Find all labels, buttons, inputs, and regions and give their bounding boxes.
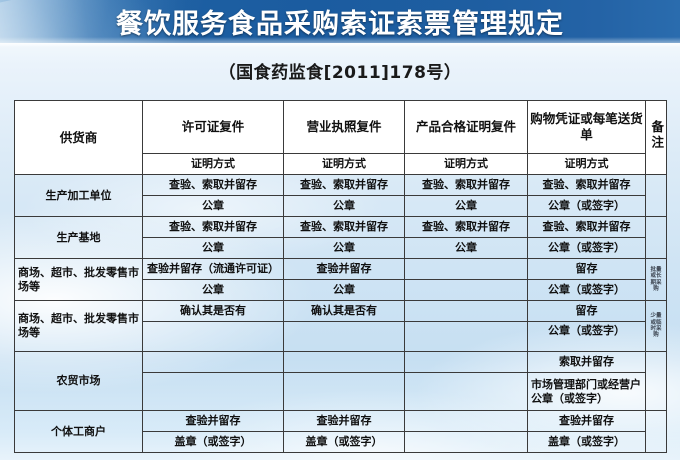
cell-product-cert (404, 300, 528, 322)
cell-business-license (283, 351, 405, 373)
title-banner: 餐饮服务食品采购索证索票管理规定 (0, 0, 680, 43)
cell-remark: 批量 或长 期采购 (645, 258, 667, 301)
subheader-proof-method-4: 证明方式 (527, 153, 646, 175)
cell-license: 确认其是否有 (142, 300, 284, 322)
cell-business-license: 查验、索取并留存 (283, 174, 405, 196)
cell-supplier: 商场、超市、批发零售市场等 (14, 258, 143, 301)
cell-product-cert-seal (404, 279, 528, 301)
table-row: 农贸市场 索取并留存 (14, 351, 667, 411)
cell-business-license-seal (283, 372, 405, 411)
cell-product-cert-seal (404, 372, 528, 411)
cell-voucher: 查验、索取并留存 (527, 216, 646, 238)
table-row: 公章（或签字） (15, 321, 667, 352)
cell-voucher-seal: 公章（或签字） (527, 195, 646, 217)
cell-remark (645, 216, 667, 259)
cell-product-cert (404, 258, 528, 280)
cell-license: 查验并留存（流通许可证） (142, 258, 284, 280)
cell-business-license-seal: 公章 (283, 279, 405, 301)
cell-business-license: 确认其是否有 (283, 300, 405, 322)
table-row: 市场管理部门或经营户公章（或签字） (15, 372, 667, 411)
cell-license-seal: 公章 (142, 195, 284, 217)
banner-sheen (0, 43, 680, 47)
cell-voucher: 索取并留存 (527, 351, 646, 373)
col-header-license-copy: 许可证复件 (142, 100, 284, 154)
cell-supplier: 农贸市场 (14, 351, 143, 411)
cell-product-cert-seal: 公章 (404, 195, 528, 217)
col-header-supplier: 供货商 (14, 100, 143, 175)
cell-license (142, 351, 284, 373)
table-row: 盖章（或签字） 盖章（或签字） 盖章（或签字） (15, 431, 667, 453)
cell-license: 查验并留存 (142, 410, 284, 432)
cell-voucher: 留存 (527, 300, 646, 322)
cell-supplier: 生产加工单位 (14, 174, 143, 217)
cell-voucher: 留存 (527, 258, 646, 280)
cell-remark: 少量 或临 时采购 (645, 300, 667, 352)
subheader-proof-method-1: 证明方式 (142, 153, 284, 175)
cell-business-license: 查验并留存 (283, 410, 405, 432)
document-number: （国食药监食[2011]178号） (218, 63, 462, 83)
cell-license-seal: 公章 (142, 279, 284, 301)
table-row: 生产基地 查验、索取并留存 查验、索取并留存 查验、索取并留存 查验、索取并留存 (14, 216, 667, 259)
cell-business-license: 查验、索取并留存 (283, 216, 405, 238)
cell-product-cert: 查验、索取并留存 (404, 174, 528, 196)
cell-remark (645, 174, 667, 217)
cell-voucher: 查验并留存 (527, 410, 646, 432)
table-row: 商场、超市、批发零售市场等 查验并留存（流通许可证） 查验并留存 留存 批量 或长… (14, 258, 667, 301)
cell-business-license: 查验并留存 (283, 258, 405, 280)
table-row: 商场、超市、批发零售市场等 确认其是否有 确认其是否有 留存 少量 或临 时采购 (14, 300, 667, 352)
cell-business-license-seal: 公章 (283, 195, 405, 217)
cell-voucher-seal: 盖章（或签字） (527, 431, 646, 453)
col-header-remarks: 备注 (645, 100, 667, 175)
table-row: 生产加工单位 查验、索取并留存 查验、索取并留存 查验、索取并留存 查验、索取并… (14, 174, 667, 217)
cell-product-cert-seal (404, 321, 528, 352)
cell-license-seal (142, 372, 284, 411)
cell-license-seal: 盖章（或签字） (142, 431, 284, 453)
cell-supplier: 个体工商户 (14, 410, 143, 453)
cell-business-license-seal (283, 321, 405, 352)
col-header-product-cert-copy: 产品合格证明复件 (404, 100, 528, 154)
cell-supplier: 生产基地 (14, 216, 143, 259)
cell-license: 查验、索取并留存 (142, 174, 284, 196)
subheader-proof-method-3: 证明方式 (404, 153, 528, 175)
cell-product-cert (404, 410, 528, 432)
cell-product-cert: 查验、索取并留存 (404, 216, 528, 238)
cell-license-seal: 公章 (142, 237, 284, 259)
table-row: 个体工商户 查验并留存 查验并留存 查验并留存 (14, 410, 667, 453)
cell-remark (645, 351, 667, 411)
subheader-proof-method-2: 证明方式 (283, 153, 405, 175)
cell-voucher-seal: 公章（或签字） (527, 237, 646, 259)
cell-product-cert-seal: 公章 (404, 237, 528, 259)
page-title: 餐饮服务食品采购索证索票管理规定 (116, 9, 564, 40)
cell-voucher-seal: 市场管理部门或经营户公章（或签字） (527, 372, 646, 411)
cell-license: 查验、索取并留存 (142, 216, 284, 238)
cell-voucher-seal: 公章（或签字） (527, 321, 646, 352)
col-header-remarks-label: 备注 (649, 120, 665, 152)
cell-business-license-seal: 公章 (283, 237, 405, 259)
cell-voucher-seal: 公章（或签字） (527, 279, 646, 301)
cell-product-cert (404, 351, 528, 373)
regulation-table-wrapper: 供货商 许可证复件 营业执照复件 产品合格证明复件 购物凭证或每笔送货单 备注 … (14, 100, 667, 453)
cell-supplier: 商场、超市、批发零售市场等 (14, 300, 143, 352)
table-subheader-row: 证明方式 证明方式 证明方式 证明方式 (15, 153, 667, 175)
cell-business-license-seal: 盖章（或签字） (283, 431, 405, 453)
cell-voucher: 查验、索取并留存 (527, 174, 646, 196)
cell-license-seal (142, 321, 284, 352)
col-header-business-license-copy: 营业执照复件 (283, 100, 405, 154)
cell-product-cert-seal (404, 431, 528, 453)
col-header-purchase-voucher: 购物凭证或每笔送货单 (527, 100, 646, 154)
table-header-row: 供货商 许可证复件 营业执照复件 产品合格证明复件 购物凭证或每笔送货单 备注 (14, 100, 667, 175)
cell-remark (645, 410, 667, 453)
regulation-table: 供货商 许可证复件 营业执照复件 产品合格证明复件 购物凭证或每笔送货单 备注 … (14, 100, 667, 453)
